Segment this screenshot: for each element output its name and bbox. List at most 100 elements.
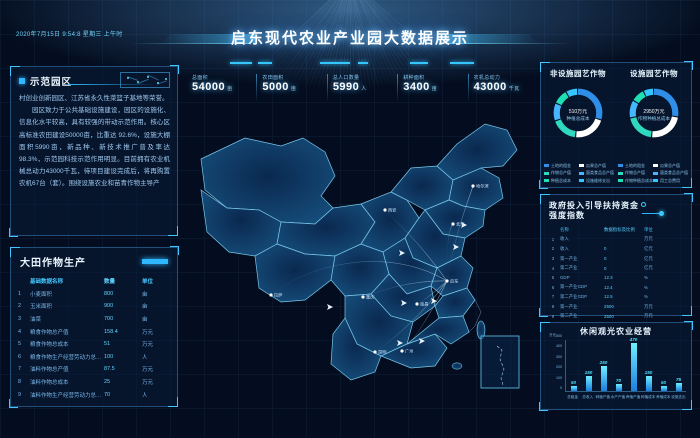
leisure-agriculture-panel: 休闲观光农业经营 万元 0 100 200 300 400 500 50 150 250 70 4… [540, 322, 692, 410]
table-cell: 玉米面积 [30, 302, 104, 310]
table-cell: 第一产业 [560, 256, 604, 262]
bar[interactable]: 50 [571, 386, 577, 391]
legend-label: 菌类食品总产值 [586, 170, 614, 176]
bar-chart[interactable]: 万元 0 100 200 300 400 500 50 150 250 70 470 150 50 75… [548, 340, 686, 406]
bar[interactable]: 70 [616, 384, 622, 391]
legend-item[interactable]: 菌类食品总产值 [653, 170, 688, 176]
stat-unit: 人 [361, 86, 367, 92]
bar[interactable]: 250 [601, 366, 607, 392]
table-cell: 第二产业GDP [560, 294, 604, 300]
column-header: 基础数据名称 [30, 277, 104, 285]
table-row[interactable]: 3 第一产业 0 亿元 [546, 254, 686, 264]
table-cell: 油菜 [30, 315, 104, 323]
legend-item[interactable]: 瓜果总产值 [653, 163, 688, 169]
legend-swatch [579, 172, 584, 175]
table-row[interactable]: 6 粮食作物生产经营劳动力总… 100 人 [18, 351, 170, 364]
map-city-label: 重庆 [366, 294, 375, 301]
donut-legend-right: 土地的租金 瓜果总产值作物总产值 菌类食品总产值 作物种植总成本 用工总费用 [618, 163, 688, 186]
y-axis-tick: 100 [556, 376, 562, 380]
table-cell: 人 [142, 391, 170, 399]
accent-bar [142, 259, 168, 264]
china-map-svg[interactable]: 哈尔滨北京 西安启东拉萨 重庆南昌昆明 广州 [185, 104, 535, 404]
table-cell: 1 [18, 291, 30, 297]
field-crop-panel: 大田作物生产 基础数据名称 数量 单位 1 小麦面积 800 亩 2 玉米面积 900 亩 3 油菜 70… [10, 247, 178, 407]
bar[interactable]: 75 [676, 383, 682, 391]
legend-item[interactable]: 瓜果总产值 [579, 163, 614, 169]
bar[interactable]: 470 [631, 343, 637, 391]
bar-value-label: 150 [585, 370, 593, 375]
table-row[interactable]: 2 玉米面积 900 亩 [18, 300, 170, 313]
stat-label: 总面积 [192, 74, 256, 81]
table-row[interactable]: 8 油料作物总成本 25 万元 [18, 376, 170, 389]
legend-label: 瓜果总产值 [660, 163, 680, 169]
stat-item: 总人口数量 5990 人 [327, 74, 397, 104]
table-cell: 粮食作物生产经营劳动力总… [30, 353, 104, 361]
table-row[interactable]: 7 油料作物总产值 87.5 万元 [18, 363, 170, 376]
donut-chart[interactable]: 510万元 种植总成本 [550, 85, 606, 141]
table-cell: 亩 [142, 315, 170, 323]
table-cell: 2 [18, 303, 30, 309]
table-row[interactable]: 7 第二产业GDP 12.5% [546, 292, 686, 302]
table-row[interactable]: 9 油料作物生产经营劳动力总… 70 人 [18, 388, 170, 401]
table-row[interactable]: 6 第一产业GDP 12.4% [546, 283, 686, 293]
table-row[interactable]: 4 粮食作物总产值 158.4 万元 [18, 325, 170, 338]
donut-non-facility[interactable]: 非设施园艺作物 510万元 种植总成本 [540, 68, 616, 141]
donut-subtitle: 作物种植总成本 [638, 116, 670, 122]
table-row[interactable]: 8 第一产业 2500 万元 [546, 302, 686, 312]
china-map[interactable]: 哈尔滨 北京 西安 启东 拉萨 重庆 南昌 昆明 广州 [185, 104, 535, 404]
legend-item[interactable]: 作物种植总成本 [618, 178, 653, 184]
header: 2020年7月15日 9:54:8 星期三 上午时 启东现代农业产业园大数据展示 [0, 0, 700, 58]
legend-item[interactable]: 作物总产值 [544, 170, 579, 176]
panel-corner-bl [9, 399, 18, 408]
stat-value: 5990 人 [333, 81, 397, 93]
x-axis-label: 设施支出 [671, 395, 685, 400]
table-row[interactable]: 2 收入 0 亿元 [546, 244, 686, 254]
legend-item[interactable]: 菌类食品总产值 [579, 170, 614, 176]
table-row[interactable]: 3 油菜 700 亩 [18, 313, 170, 326]
table-cell: 12.4 [604, 285, 644, 290]
donut-facility[interactable]: 设施园艺作物 2950万元 作物种植总成本 [616, 68, 692, 141]
stats-strip: 总面积 54000 亩农田面积 5000 亩总人口数量 5990 人耕种面积 3400 亩农机总… [186, 74, 538, 104]
bar-value-label: 470 [630, 337, 638, 342]
table-cell: 9 [546, 314, 560, 319]
legend-swatch [544, 172, 549, 175]
legend-item[interactable]: 土地的租金 [618, 163, 653, 169]
table-cell: 人 [142, 353, 170, 361]
table-row[interactable]: 5 GDP 12.3% [546, 273, 686, 283]
table-cell: 7 [18, 366, 30, 372]
gov-funding-table[interactable]: 名称 数据指标及比例 单位 1 收入 万元 2 收入 0 亿元 3 第一产业 0 亿元 4 第二产业 0 亿元 5 G… [546, 225, 686, 321]
legend-item[interactable]: 设施维修支出 [579, 178, 614, 184]
table-cell: 万元 [644, 313, 686, 319]
bar-value-label: 70 [616, 378, 621, 383]
table-row[interactable]: 1 收入 万元 [546, 235, 686, 245]
stat-item: 农机总动力 43000 千瓦 [468, 74, 538, 104]
legend-item[interactable]: 用工总费用 [653, 178, 688, 184]
donut-center-label: 510万元 种植总成本 [550, 85, 606, 141]
legend-item[interactable]: 作物总产值 [618, 170, 653, 176]
y-axis-tick: 300 [556, 355, 562, 359]
table-cell: 7 [546, 294, 560, 299]
table-cell: 158.4 [104, 329, 142, 335]
table-cell: 2 [546, 246, 560, 251]
table-row[interactable]: 4 第二产业 0 亿元 [546, 263, 686, 273]
circle-marker-icon [641, 202, 646, 207]
table-row[interactable]: 5 粮食作物总成本 51 万元 [18, 338, 170, 351]
table-cell: 5 [546, 275, 560, 280]
field-crop-table[interactable]: 基础数据名称 数量 单位 1 小麦面积 800 亩 2 玉米面积 900 亩 3 油菜 700 亩 4 粮食作物… [18, 275, 170, 401]
table-row[interactable]: 1 小麦面积 800 亩 [18, 288, 170, 301]
table-cell: 25 [104, 379, 142, 385]
legend-item[interactable]: 种植总成本 [544, 178, 579, 184]
table-header-row: 名称 数据指标及比例 单位 [546, 225, 686, 235]
bar[interactable]: 150 [586, 376, 592, 391]
bar[interactable]: 150 [646, 376, 652, 391]
table-cell: 第一产业 [560, 304, 604, 310]
demo-park-paragraph-2-text: 园区致力于公共基础设施建设，园区的设施化、信息化水平较高，具有较强的带动示范作用… [19, 107, 170, 187]
donut-chart[interactable]: 2950万元 作物种植总成本 [626, 85, 682, 141]
table-cell: 87.5 [104, 366, 142, 372]
table-cell: 5 [18, 341, 30, 347]
legend-item[interactable]: 土地的租金 [544, 163, 579, 169]
table-cell: 6 [546, 285, 560, 290]
panel-corner-tr [684, 193, 693, 202]
table-row[interactable]: 9 第二产业 2500 万元 [546, 311, 686, 321]
bar[interactable]: 50 [661, 386, 667, 391]
